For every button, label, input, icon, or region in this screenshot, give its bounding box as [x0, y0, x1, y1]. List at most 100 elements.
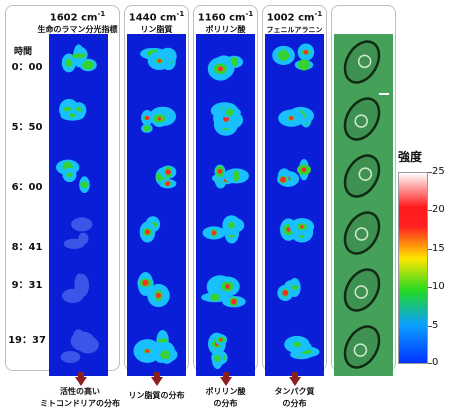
raman-map-image	[265, 319, 324, 376]
intensity-blob	[71, 53, 86, 59]
raman-map-image	[49, 319, 108, 376]
cell-outline	[343, 325, 381, 369]
intensity-blob	[165, 169, 171, 175]
intensity-blob	[303, 49, 309, 55]
raman-map-image	[265, 205, 324, 262]
raman-map-image	[196, 91, 255, 148]
column-header-1602: 1602 cm-1 生命のラマン分光指標	[37, 10, 118, 35]
intensity-blob	[144, 229, 150, 235]
time-label: 8：41	[11, 242, 43, 253]
brightfield-image	[334, 34, 393, 91]
intensity-blob	[219, 338, 223, 342]
raman-map-image	[196, 34, 255, 91]
cell-outline	[343, 97, 381, 141]
raman-map-image	[196, 319, 255, 376]
intensity-blob	[231, 298, 237, 305]
intensity-blob	[77, 336, 99, 354]
scale-bar	[379, 93, 389, 95]
arrow-down-icon	[289, 377, 301, 386]
arrow-down-icon	[151, 377, 163, 386]
intensity-blob	[65, 58, 73, 68]
intensity-blob	[282, 290, 289, 296]
colorbar-tick-label: 20	[432, 204, 445, 215]
intensity-blob	[60, 351, 81, 364]
colorbar-tick	[428, 210, 432, 211]
intensity-blob	[142, 279, 149, 286]
cell-outline	[343, 211, 381, 255]
intensity-blob	[160, 350, 171, 360]
bottom-label-polyphosphate: ポリリン酸 の分布	[205, 387, 246, 408]
raman-map-image	[127, 205, 186, 262]
intensity-blob	[297, 59, 311, 71]
colorbar-tick-label: 25	[432, 166, 445, 177]
intensity-blob	[80, 181, 89, 189]
intensity-blob	[211, 230, 217, 236]
colorbar-tick	[428, 363, 432, 364]
raman-map-image	[49, 34, 108, 91]
raman-map-image	[196, 262, 255, 319]
vacuole-outline	[354, 114, 368, 128]
intensity-blob	[71, 217, 93, 232]
intensity-blob	[78, 232, 89, 245]
colorbar-tick	[428, 172, 432, 173]
time-label: 9：31	[11, 280, 43, 291]
raman-map-image	[127, 319, 186, 376]
raman-map-image	[265, 91, 324, 148]
intensity-blob	[300, 225, 304, 229]
intensity-blob	[165, 181, 171, 187]
brightfield-image	[334, 262, 393, 319]
arrow-down-icon	[220, 377, 232, 386]
vacuole-outline	[354, 285, 368, 299]
time-label: 5：50	[11, 122, 43, 133]
intensity-blob	[225, 284, 230, 289]
intensity-blob	[277, 49, 290, 61]
arrow-stem	[154, 372, 160, 378]
cell-outline	[343, 40, 381, 84]
column-header-1160: 1160 cm-1 ポリリン酸	[197, 10, 254, 35]
intensity-blob	[214, 354, 221, 363]
intensity-blob	[291, 285, 299, 290]
colorbar-tick-label: 5	[432, 320, 439, 331]
raman-map-image	[127, 262, 186, 319]
raman-map-image	[196, 205, 255, 262]
intensity-blob	[155, 292, 162, 299]
intensity-blob	[143, 125, 151, 132]
brightfield-image	[334, 319, 393, 376]
raman-map-image	[265, 34, 324, 91]
intensity-blob	[280, 176, 287, 183]
raman-map-image	[127, 148, 186, 205]
intensity-blob	[301, 167, 307, 173]
intensity-blob	[145, 349, 150, 353]
colorbar-tick-label: 10	[432, 281, 445, 292]
intensity-blob	[81, 60, 95, 70]
cell-outline	[343, 268, 381, 312]
time-column-header: 時間	[14, 47, 33, 57]
intensity-colorbar	[398, 172, 428, 364]
bottom-label-mitochondria: 活性の高い ミトコンドリアの分布	[40, 387, 120, 408]
vacuole-outline	[353, 343, 368, 357]
raman-map-image	[127, 34, 186, 91]
vacuole-outline	[357, 54, 372, 69]
colorbar-tick-label: 0	[432, 357, 439, 368]
intensity-blob	[228, 221, 235, 229]
brightfield-image	[334, 91, 393, 148]
arrow-stem	[78, 372, 84, 378]
time-label: 0：00	[11, 62, 43, 73]
time-label: 19：37	[8, 335, 46, 346]
brightfield-image	[334, 148, 393, 205]
intensity-blob	[232, 170, 240, 182]
bottom-label-phospholipid: リン脂質の分布	[128, 391, 185, 400]
arrow-stem	[292, 372, 298, 378]
raman-map-image	[49, 148, 108, 205]
brightfield-image	[334, 205, 393, 262]
arrow-down-icon	[75, 377, 87, 386]
cell-outline	[343, 154, 381, 198]
intensity-blob	[292, 341, 302, 348]
intensity-blob	[289, 116, 294, 121]
intensity-blob	[62, 288, 84, 304]
colorbar-tick	[428, 287, 432, 288]
colorbar-tick	[428, 326, 432, 327]
raman-map-image	[49, 205, 108, 262]
intensity-blob	[157, 116, 162, 121]
raman-map-image	[196, 148, 255, 205]
